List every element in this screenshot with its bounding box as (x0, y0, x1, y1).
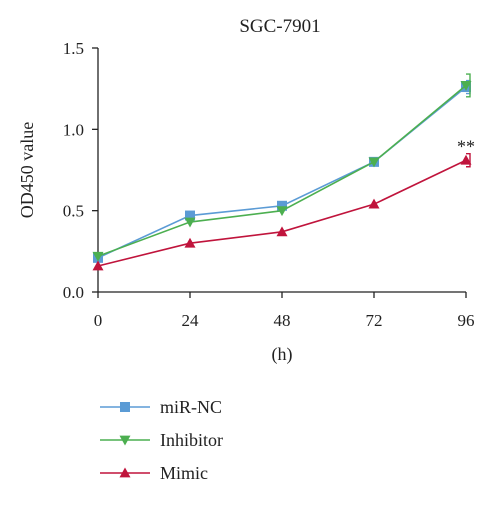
data-point-inhibitor (92, 251, 104, 262)
legend-item-mimic: Mimic (100, 463, 208, 483)
significance-annotation: ** (457, 137, 475, 157)
data-point-mir-nc (277, 200, 287, 211)
data-point-inhibitor (368, 157, 380, 168)
y-axis-title: OD450 value (17, 122, 37, 218)
x-axis-title: (h) (272, 344, 293, 365)
y-tick-label: 1.5 (63, 39, 84, 58)
y-tick-label: 0.5 (63, 202, 84, 221)
data-point-inhibitor (460, 81, 472, 91)
legend-item-inhibitor: Inhibitor (100, 430, 223, 450)
data-point-mimic (92, 260, 104, 271)
error-bar-mimic (466, 153, 471, 168)
legend: miR-NC Inhibitor Mimic (100, 397, 223, 483)
data-point-mimic (276, 226, 288, 237)
data-point-mimic (184, 237, 196, 248)
y-tick-label: 1.0 (63, 120, 84, 139)
y-tick-label: 0.0 (63, 283, 84, 302)
axes: 0 24 48 72 96 0.0 0.5 1.0 1.5 (63, 39, 475, 330)
legend-item-mir-nc: miR-NC (100, 397, 222, 417)
series-mimic (92, 153, 472, 271)
x-tick-label: 0 (94, 311, 103, 330)
legend-marker-mimic (119, 467, 131, 478)
x-tick-label: 72 (366, 311, 383, 330)
chart-title: SGC-7901 (239, 16, 320, 37)
x-tick-label: 96 (458, 311, 475, 330)
legend-marker-mir-nc (120, 402, 130, 412)
data-point-inhibitor (276, 206, 288, 217)
series-inhibitor (92, 73, 472, 262)
annotations: ** (457, 137, 475, 157)
legend-label-inhibitor: Inhibitor (160, 430, 223, 450)
x-tick-label: 24 (182, 311, 200, 330)
legend-label-mimic: Mimic (160, 463, 208, 483)
series-layer (92, 73, 472, 271)
x-tick-label: 48 (274, 311, 291, 330)
legend-marker-inhibitor (119, 435, 131, 446)
error-bar-inhibitor (466, 73, 471, 98)
data-point-mimic (368, 198, 380, 209)
data-point-mir-nc (185, 210, 195, 221)
legend-label-mir-nc: miR-NC (160, 397, 222, 417)
data-point-inhibitor (184, 217, 196, 228)
data-point-mimic (460, 154, 472, 165)
